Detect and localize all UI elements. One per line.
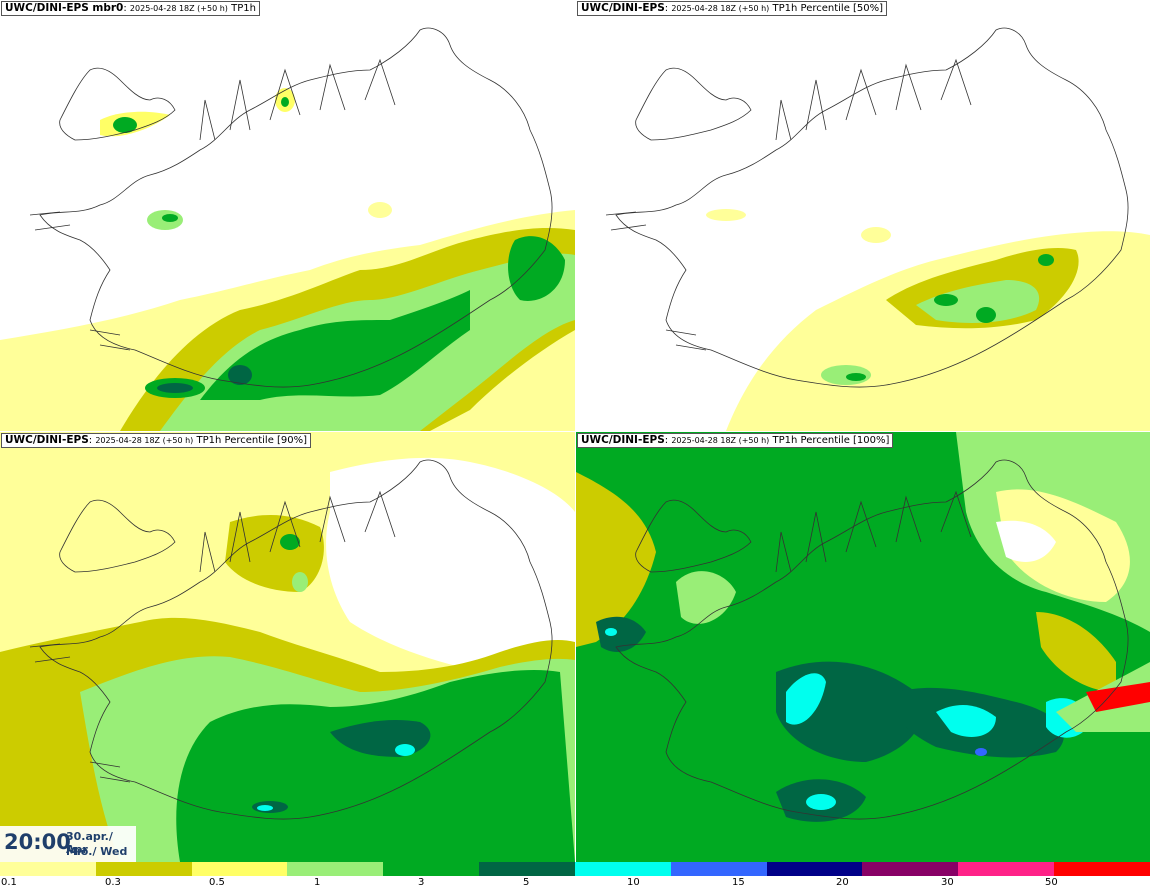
panel-title: UWC/DINI-EPS: 2025-04-28 18Z (+50 h) TP1… xyxy=(577,433,894,448)
map-panel-p100: UWC/DINI-EPS: 2025-04-28 18Z (+50 h) TP1… xyxy=(576,432,1150,862)
colorbar-segment xyxy=(0,862,96,876)
colorbar-label: 3 xyxy=(418,877,425,888)
panel-run: 2025-04-28 18Z (+50 h) xyxy=(671,4,770,13)
colorbar-labels: 0.1 0.3 0.5 1 3 5 10 15 20 30 50 xyxy=(0,877,1150,891)
colorbar-segment xyxy=(574,862,671,876)
panel-model: UWC/DINI-EPS xyxy=(581,434,665,446)
panel-model: UWC/DINI-EPS xyxy=(5,434,89,446)
colorbar-segment xyxy=(287,862,384,876)
valid-time-box: 20:00 30.apr./ Apr Mið./ Wed xyxy=(0,826,136,862)
colorbar-label: 0.3 xyxy=(105,877,121,888)
panel-title: UWC/DINI-EPS: 2025-04-28 18Z (+50 h) TP1… xyxy=(1,433,312,448)
panel-model: UWC/DINI-EPS xyxy=(581,2,665,14)
colorbar-segment xyxy=(766,862,863,876)
colorbar-label: 1 xyxy=(314,877,321,888)
panel-run: 2025-04-28 18Z (+50 h) xyxy=(95,436,194,445)
precip-map xyxy=(605,27,1150,431)
colorbar-label: 20 xyxy=(836,877,849,888)
panel-field: TP1h Percentile [90%] xyxy=(196,435,308,446)
valid-time: 20:00 xyxy=(4,830,71,854)
precip-map xyxy=(0,432,575,862)
colorbar-segment xyxy=(191,862,288,876)
precip-map xyxy=(0,27,575,431)
colorbar-segment xyxy=(95,862,192,876)
valid-date: 30.apr./ Apr xyxy=(66,830,113,856)
colorbar-label: 5 xyxy=(523,877,530,888)
panel-run: 2025-04-28 18Z (+50 h) xyxy=(129,4,228,13)
map-panel-member0: UWC/DINI-EPS mbr0: 2025-04-28 18Z (+50 h… xyxy=(0,0,576,431)
precip-field xyxy=(0,432,575,862)
colorbar-label: 0.1 xyxy=(1,877,17,888)
precip-field xyxy=(576,432,1150,862)
colorbar xyxy=(0,862,1150,876)
colorbar-segment xyxy=(383,862,480,876)
colorbar-segment xyxy=(479,862,575,876)
valid-weekday: Mið./ Wed xyxy=(66,845,128,858)
iceland-coastline xyxy=(615,459,1129,820)
panel-model: UWC/DINI-EPS mbr0 xyxy=(5,2,124,14)
map-panel-p50: UWC/DINI-EPS: 2025-04-28 18Z (+50 h) TP1… xyxy=(576,0,1150,431)
panel-run: 2025-04-28 18Z (+50 h) xyxy=(671,436,770,445)
panel-title: UWC/DINI-EPS mbr0: 2025-04-28 18Z (+50 h… xyxy=(1,1,260,16)
panel-title: UWC/DINI-EPS: 2025-04-28 18Z (+50 h) TP1… xyxy=(577,1,888,16)
precip-field xyxy=(706,209,1150,431)
colorbar-segment xyxy=(862,862,959,876)
colorbar-label: 15 xyxy=(732,877,745,888)
colorbar-segment xyxy=(1054,862,1150,876)
colorbar-segment xyxy=(670,862,767,876)
iceland-coastline xyxy=(29,27,553,388)
precip-map xyxy=(576,432,1150,862)
precip-field xyxy=(0,88,575,431)
panel-field: TP1h Percentile [100%] xyxy=(772,435,890,446)
colorbar-label: 30 xyxy=(941,877,954,888)
colorbar-segment xyxy=(958,862,1055,876)
colorbar-label: 0.5 xyxy=(209,877,225,888)
map-panel-p90: UWC/DINI-EPS: 2025-04-28 18Z (+50 h) TP1… xyxy=(0,432,576,862)
iceland-coastline xyxy=(29,459,553,820)
colorbar-label: 10 xyxy=(627,877,640,888)
panel-field: TP1h xyxy=(231,3,256,14)
panel-field: TP1h Percentile [50%] xyxy=(772,3,884,14)
iceland-coastline xyxy=(605,27,1129,388)
colorbar-label: 50 xyxy=(1045,877,1058,888)
